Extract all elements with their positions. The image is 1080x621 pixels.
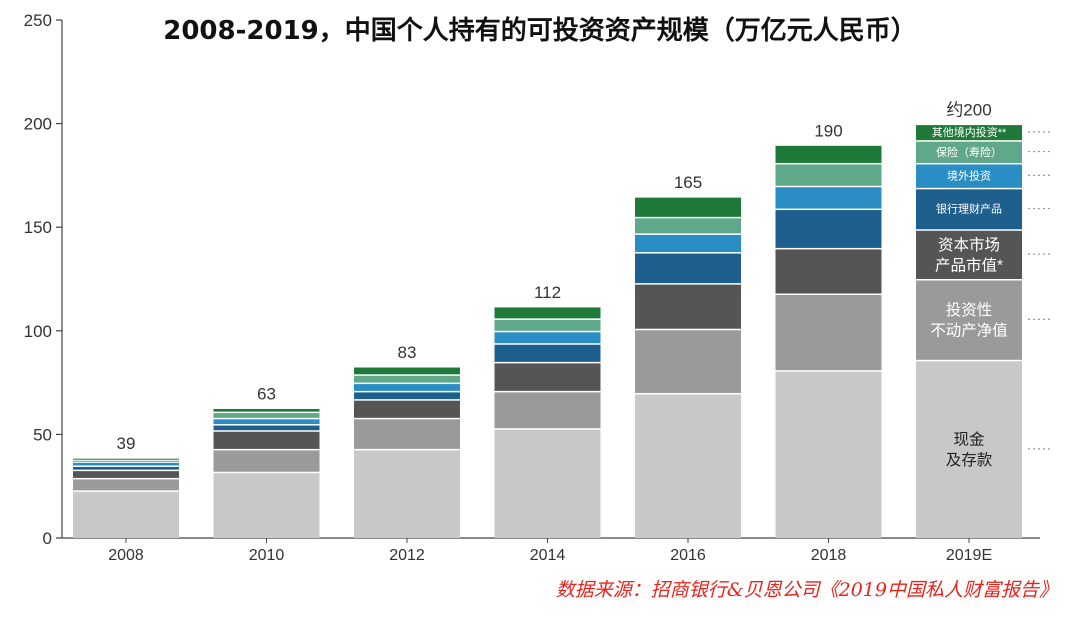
- bar-segment: [213, 431, 320, 449]
- bar-segment: [494, 392, 601, 429]
- x-tick-label: 2008: [108, 547, 144, 564]
- bar-segment: [354, 384, 460, 391]
- y-tick-label: 0: [43, 529, 52, 548]
- series-label: 产品市值*: [935, 256, 1003, 274]
- bar-segment: [354, 375, 460, 383]
- bar-segment: [775, 187, 882, 209]
- bar-segment: [494, 307, 601, 319]
- bar-segment: [354, 419, 460, 449]
- series-label: 及存款: [946, 451, 993, 469]
- bar-segment: [775, 145, 882, 163]
- y-tick-label: 200: [24, 115, 52, 134]
- y-tick-label: 150: [24, 218, 52, 237]
- series-label: 其他境内投资**: [932, 125, 1007, 139]
- total-label: 39: [117, 434, 136, 453]
- bar-segment: [73, 479, 179, 491]
- y-tick-label: 250: [24, 11, 52, 30]
- x-tick-label: 2016: [670, 547, 706, 564]
- bar-segment: [916, 141, 1022, 163]
- bar-segment: [916, 164, 1022, 188]
- bar-segment: [213, 408, 320, 412]
- bar-segment: [213, 473, 320, 538]
- bar-segment: [916, 230, 1022, 279]
- bar-segment: [775, 295, 882, 371]
- source-note: 数据来源：招商银行&贝恩公司《2019中国私人财富报告》: [555, 579, 1058, 601]
- bar-segment: [213, 450, 320, 472]
- total-label: 190: [814, 121, 842, 140]
- bar-segment: [213, 419, 320, 425]
- y-tick-label: 50: [33, 425, 52, 444]
- bar-segment: [213, 425, 320, 431]
- bar-segment: [494, 363, 601, 391]
- bar-segment: [775, 210, 882, 248]
- bar-segment: [73, 458, 179, 460]
- bar-segment: [354, 450, 460, 538]
- x-tick-label: 2014: [530, 547, 566, 564]
- bar-segment: [635, 284, 741, 329]
- bar-segment: [73, 466, 179, 470]
- x-tick-label: 2019E: [946, 547, 992, 564]
- bar-segment: [916, 361, 1022, 538]
- series-label: 银行理财产品: [936, 202, 1002, 216]
- bar-segment: [354, 367, 460, 375]
- bar-segment: [916, 280, 1022, 360]
- bar-segment: [73, 460, 179, 462]
- bar-segment: [494, 332, 601, 344]
- bar-segment: [635, 253, 741, 284]
- bar-segment: [775, 249, 882, 294]
- series-label: 境外投资: [947, 169, 991, 183]
- bar-segment: [775, 371, 882, 538]
- bar-segment: [354, 400, 460, 418]
- bar-segment: [916, 125, 1022, 141]
- bar-segment: [73, 462, 179, 466]
- total-label: 约200: [946, 101, 991, 120]
- series-label: 资本市场: [938, 236, 1000, 254]
- total-label: 63: [257, 384, 276, 403]
- bar-segment: [73, 491, 179, 538]
- bar-segment: [354, 392, 460, 400]
- bar-segment: [635, 218, 741, 234]
- x-tick-label: 2012: [389, 547, 425, 564]
- chart-title: 2008-2019，中国个人持有的可投资资产规模（万亿元人民币）: [163, 16, 917, 46]
- bar-segment: [775, 164, 882, 186]
- bar-segment: [916, 189, 1022, 230]
- series-label: 投资性: [946, 301, 993, 319]
- bar-segment: [494, 344, 601, 362]
- x-tick-label: 2010: [249, 547, 285, 564]
- bar-segment: [635, 330, 741, 393]
- total-label: 165: [674, 173, 702, 192]
- bar-segment: [494, 429, 601, 538]
- bar-segment: [635, 234, 741, 253]
- bar-segment: [494, 319, 601, 331]
- series-label: 保险（寿险）: [936, 145, 1002, 159]
- stacked-bar-chart: 0 50 100 150 200 250 2008 39 2010 63 2012 83 2014 112…: [24, 11, 1052, 564]
- series-label: 不动产净值: [930, 322, 1008, 340]
- bar-segment: [635, 394, 741, 538]
- bar-segment: [635, 197, 741, 217]
- y-tick-label: 100: [24, 322, 52, 341]
- total-label: 83: [398, 343, 417, 362]
- series-label: 现金: [953, 431, 985, 449]
- total-label: 112: [534, 283, 561, 302]
- x-tick-label: 2018: [811, 547, 847, 564]
- bar-segment: [73, 471, 179, 478]
- bar-segment: [213, 413, 320, 418]
